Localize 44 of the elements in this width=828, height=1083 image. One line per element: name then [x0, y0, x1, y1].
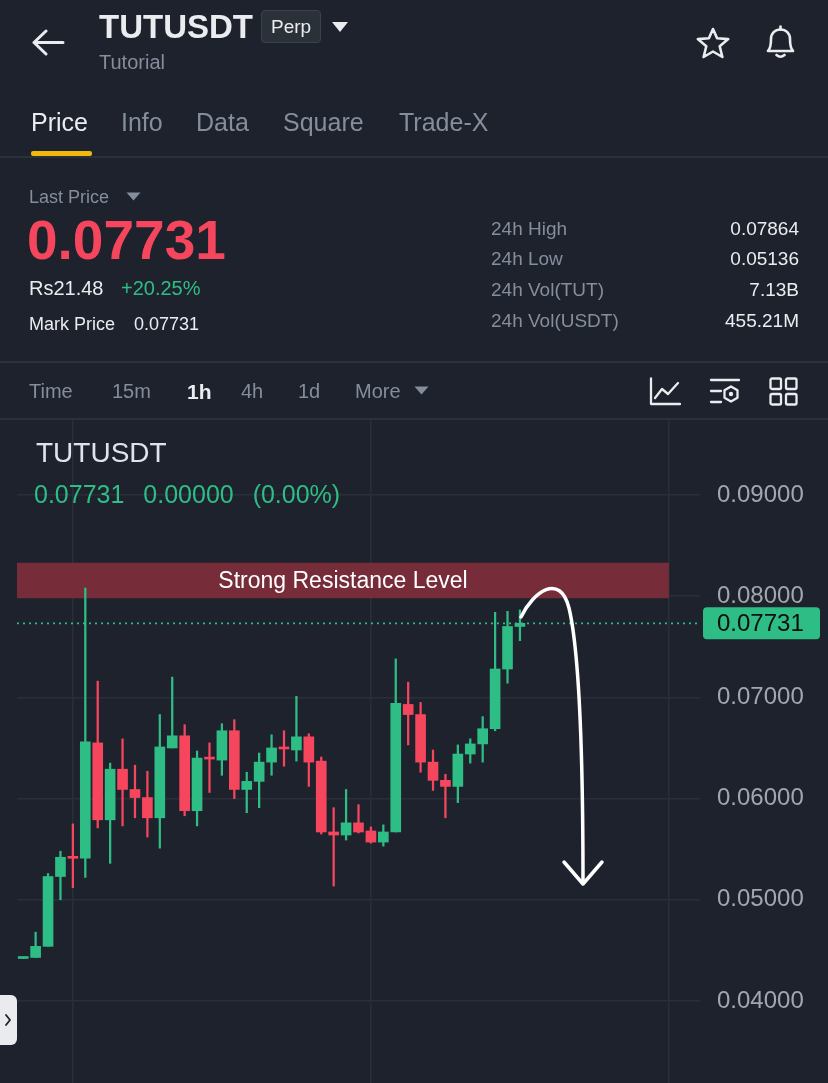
- y-tick-label: 0.08000: [717, 580, 804, 608]
- y-tick-label: 0.04000: [717, 985, 804, 1013]
- text: 24h High: [491, 216, 568, 240]
- y-tick-label: 0.05000: [717, 884, 804, 912]
- candlestick: [291, 696, 302, 762]
- band-label: Strong Resistance Level: [218, 566, 468, 593]
- text: 0.05136: [730, 246, 799, 270]
- text: 7.13B: [749, 277, 799, 301]
- text: 24h Vol(TUT): [491, 277, 604, 301]
- text: Square: [283, 107, 364, 137]
- text: 0.07731 0.00000 (0.00%): [34, 479, 341, 509]
- text: Trade-X: [399, 107, 489, 137]
- candlestick: [142, 770, 153, 838]
- text: 0.07731: [134, 313, 200, 335]
- text: 0.07731: [27, 208, 226, 273]
- text: 455.21M: [725, 308, 799, 332]
- text: +20.25%: [121, 276, 201, 300]
- y-tick-label: 0.09000: [717, 479, 804, 507]
- text: 0.07864: [730, 216, 799, 240]
- ref-line-label: 0.07731: [717, 608, 804, 636]
- text: 1d: [298, 379, 321, 403]
- y-tick-label: 0.07000: [717, 681, 804, 709]
- text: Price: [31, 107, 88, 137]
- text: 24h Vol(USDT): [491, 308, 619, 332]
- text: Data: [196, 107, 249, 137]
- text: 24h Low: [491, 246, 563, 270]
- candlestick: [440, 773, 451, 819]
- text: Mark Price: [29, 313, 116, 335]
- text: Info: [121, 107, 163, 137]
- text: More: [355, 379, 401, 403]
- candlestick: [353, 804, 364, 834]
- text: Time: [29, 379, 73, 403]
- text: 15m: [112, 379, 151, 403]
- candlestick: [117, 738, 128, 827]
- text: 4h: [241, 379, 264, 403]
- text: TUTUSDT: [36, 436, 167, 470]
- y-tick-label: 0.06000: [717, 783, 804, 811]
- text: Rs21.48: [29, 276, 104, 300]
- badge: Perp: [261, 10, 322, 43]
- text: Last Price: [29, 186, 110, 208]
- text: Tutorial: [99, 50, 165, 74]
- text: TUTUSDT: [99, 7, 253, 47]
- candlestick: [266, 734, 277, 776]
- text: 1h: [187, 378, 212, 404]
